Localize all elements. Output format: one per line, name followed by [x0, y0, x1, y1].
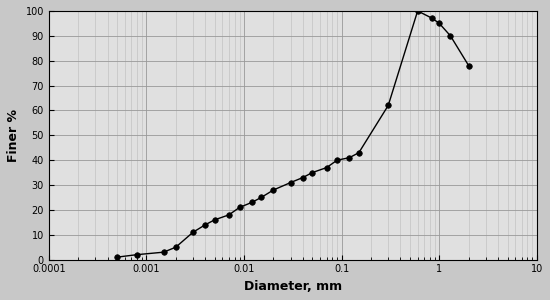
- Y-axis label: Finer %: Finer %: [7, 109, 20, 162]
- X-axis label: Diameter, mm: Diameter, mm: [244, 280, 342, 293]
